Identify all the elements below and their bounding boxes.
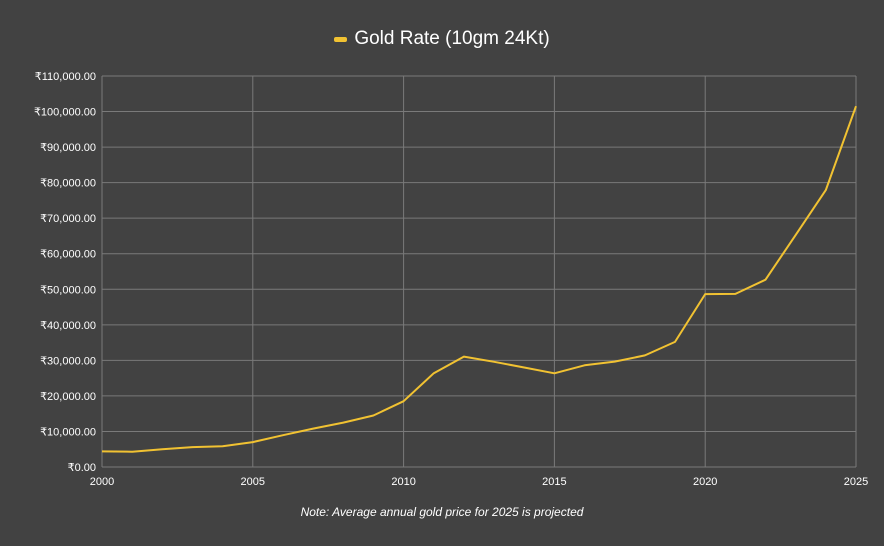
y-tick-label: ₹70,000.00 <box>40 213 96 225</box>
x-tick-label: 2020 <box>693 476 717 488</box>
legend-label: Gold Rate (10gm 24Kt) <box>354 28 550 49</box>
y-tick-label: ₹100,000.00 <box>34 107 96 119</box>
y-tick-label: ₹30,000.00 <box>40 355 96 367</box>
y-tick-label: ₹90,000.00 <box>40 142 96 154</box>
grid <box>101 75 857 468</box>
chart-note: Note: Average annual gold price for 2025… <box>300 505 584 519</box>
x-tick-label: 2025 <box>844 476 868 488</box>
series-layer <box>101 105 857 453</box>
y-tick-label: ₹20,000.00 <box>40 391 96 403</box>
y-tick-label: ₹110,000.00 <box>35 71 96 83</box>
series-line-gold-rate <box>101 105 857 453</box>
y-tick-label: ₹80,000.00 <box>40 178 96 190</box>
y-tick-label: ₹0.00 <box>68 462 96 474</box>
y-tick-label: ₹60,000.00 <box>40 249 96 261</box>
legend-swatch <box>334 36 348 42</box>
y-tick-label: ₹10,000.00 <box>40 426 96 438</box>
x-tick-label: 2015 <box>542 476 566 488</box>
x-tick-label: 2010 <box>391 476 415 488</box>
x-axis-ticks: 2000 2005 2010 2015 2020 2025 <box>90 476 868 488</box>
y-tick-label: ₹50,000.00 <box>40 284 96 296</box>
x-tick-label: 2000 <box>90 476 114 488</box>
y-tick-label: ₹40,000.00 <box>40 320 96 332</box>
legend: Gold Rate (10gm 24Kt) <box>0 28 884 50</box>
x-tick-label: 2005 <box>241 476 265 488</box>
y-axis-ticks: ₹0.00 ₹10,000.00 ₹20,000.00 ₹30,000.00 ₹40,0… <box>34 71 96 474</box>
